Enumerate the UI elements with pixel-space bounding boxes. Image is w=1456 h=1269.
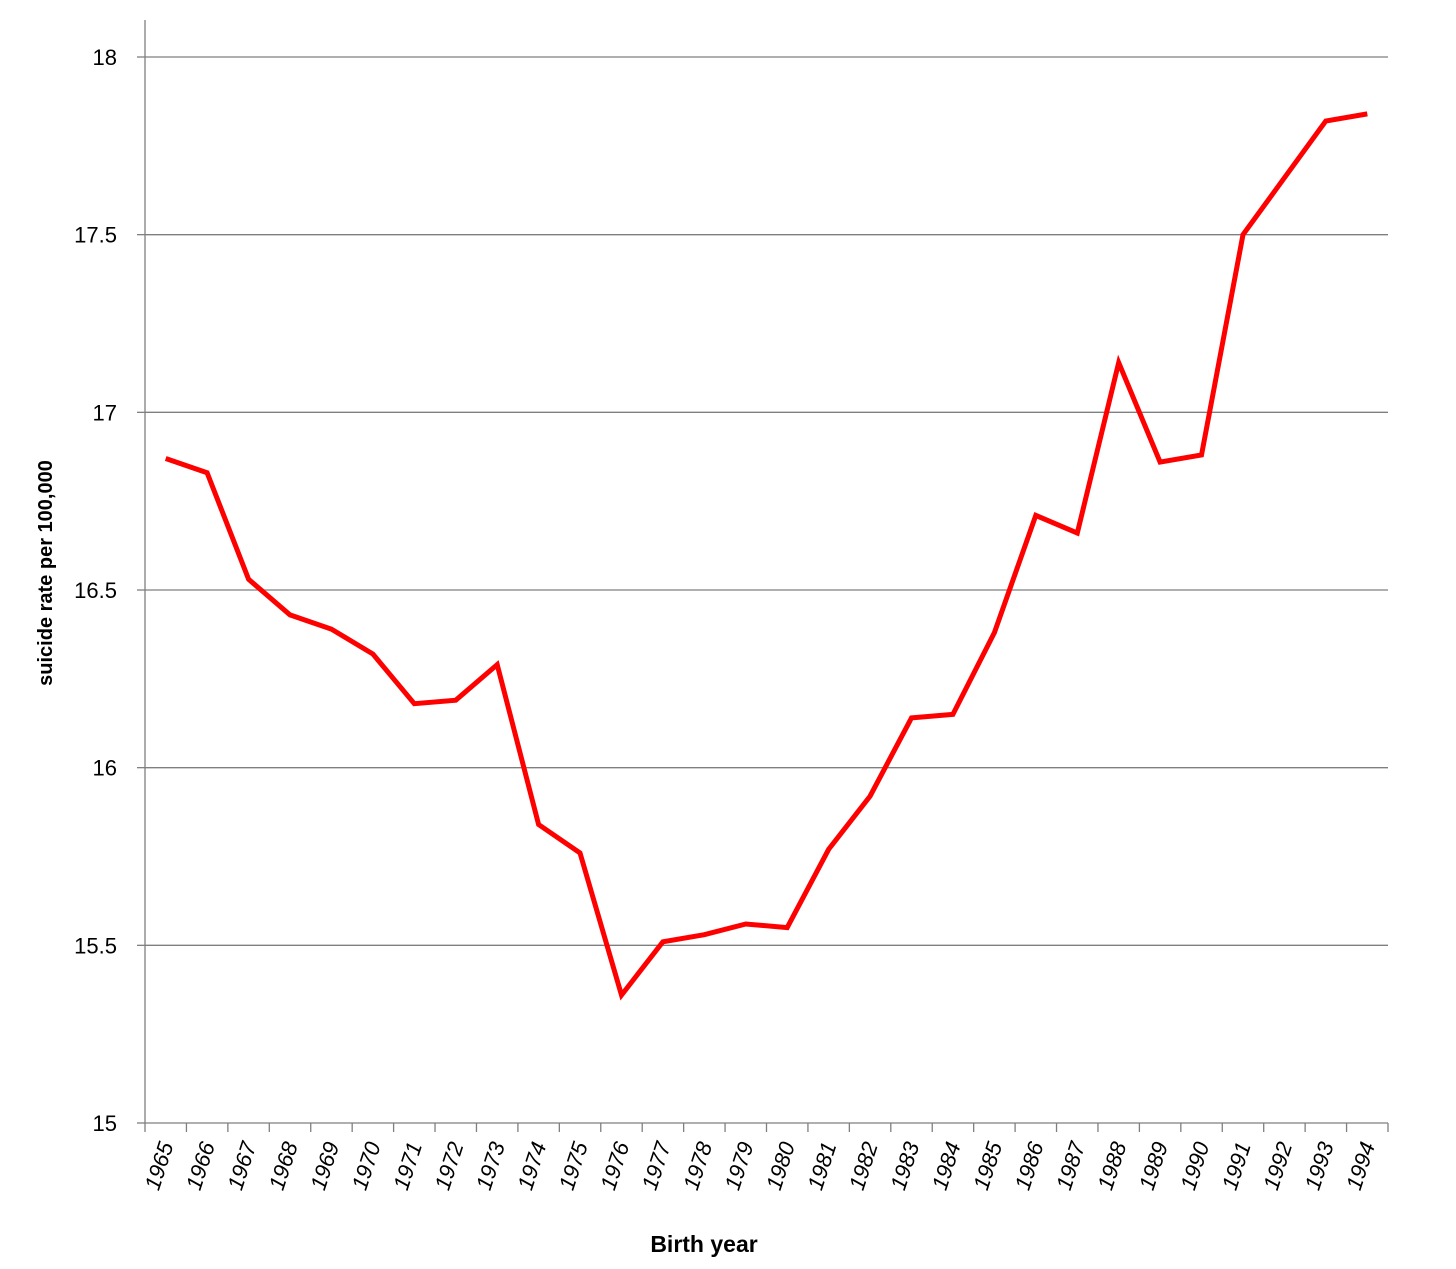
x-axis-title: Birth year xyxy=(650,1231,757,1257)
series-line xyxy=(164,111,1368,1001)
y-tick-label: 18 xyxy=(93,45,117,70)
series-layer xyxy=(164,111,1368,1001)
axes xyxy=(137,20,1389,1132)
y-tick-label: 17 xyxy=(93,400,117,425)
y-tick-label: 16.5 xyxy=(74,578,117,603)
y-tick-label: 17.5 xyxy=(74,223,117,248)
y-tick-label: 15.5 xyxy=(74,933,117,958)
y-tick-labels: 15 15.5 16 16.5 17 17.5 18 xyxy=(74,45,117,1136)
y-tick-label: 15 xyxy=(93,1111,117,1136)
y-axis-title: suicide rate per 100,000 xyxy=(35,460,57,686)
y-tick-label: 16 xyxy=(93,756,117,781)
gridlines xyxy=(145,56,1388,946)
